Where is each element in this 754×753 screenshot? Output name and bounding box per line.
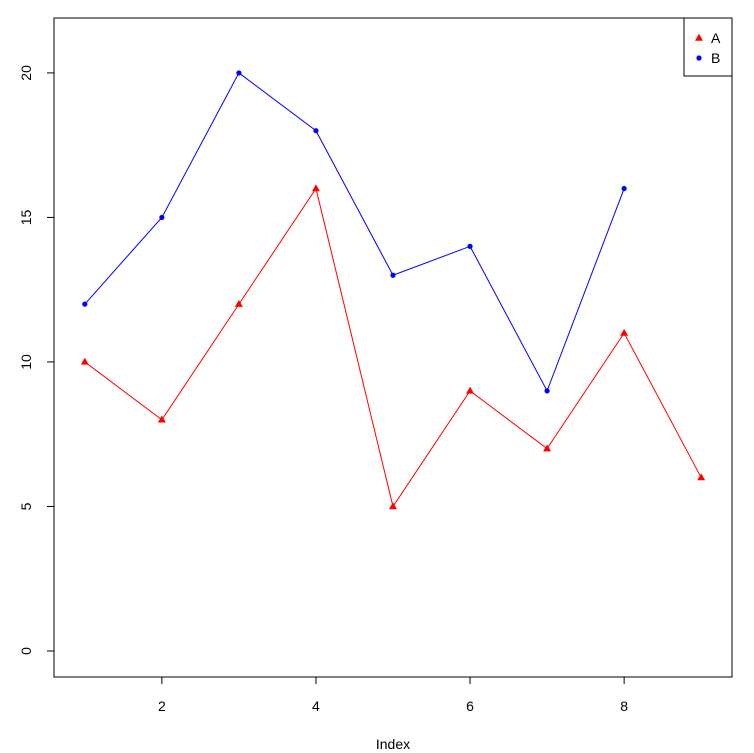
series-a-point (543, 444, 552, 452)
series-a-point (466, 386, 475, 394)
plot-frame (53, 17, 733, 678)
series-a-line (84, 187, 702, 508)
y-tick-label: 10 (18, 354, 34, 370)
legend-label-a: A (711, 30, 721, 46)
y-tick-label: 5 (18, 502, 34, 510)
series-a (80, 184, 706, 510)
x-tick-label: 2 (158, 698, 166, 714)
legend-label-b: B (711, 50, 720, 66)
y-tick-label: 0 (18, 647, 34, 655)
y-axis: 0 5 10 15 20 (18, 65, 54, 655)
x-tick-label: 8 (620, 698, 628, 714)
legend-marker-b (696, 55, 702, 61)
series-b-point (621, 185, 627, 192)
series-b-point (236, 70, 242, 76)
y-tick-label: 20 (18, 65, 34, 81)
series-a-point (80, 357, 89, 365)
series-a-point (697, 473, 706, 481)
series-a-point (389, 502, 397, 510)
series-layer (80, 70, 706, 510)
legend-box (683, 17, 733, 77)
x-axis-title: Index (376, 736, 410, 752)
x-tick-label: 4 (312, 698, 320, 714)
y-tick-label: 15 (18, 209, 34, 225)
legend-marker-a (695, 33, 703, 41)
series-b (82, 70, 627, 394)
series-b-point (82, 301, 88, 307)
series-b-point (313, 128, 319, 134)
series-a-point (620, 328, 629, 336)
series-b-line (84, 72, 625, 393)
series-b-point (467, 243, 473, 249)
series-b-point (159, 214, 165, 221)
legend: AB (683, 17, 733, 77)
series-b-point (390, 272, 396, 278)
series-a-point (311, 184, 320, 192)
series-b-point (544, 388, 550, 394)
x-tick-label: 6 (466, 698, 474, 714)
series-a-point (234, 299, 243, 307)
x-axis: 2 4 6 8 (158, 677, 628, 714)
series-a-point (157, 415, 166, 423)
